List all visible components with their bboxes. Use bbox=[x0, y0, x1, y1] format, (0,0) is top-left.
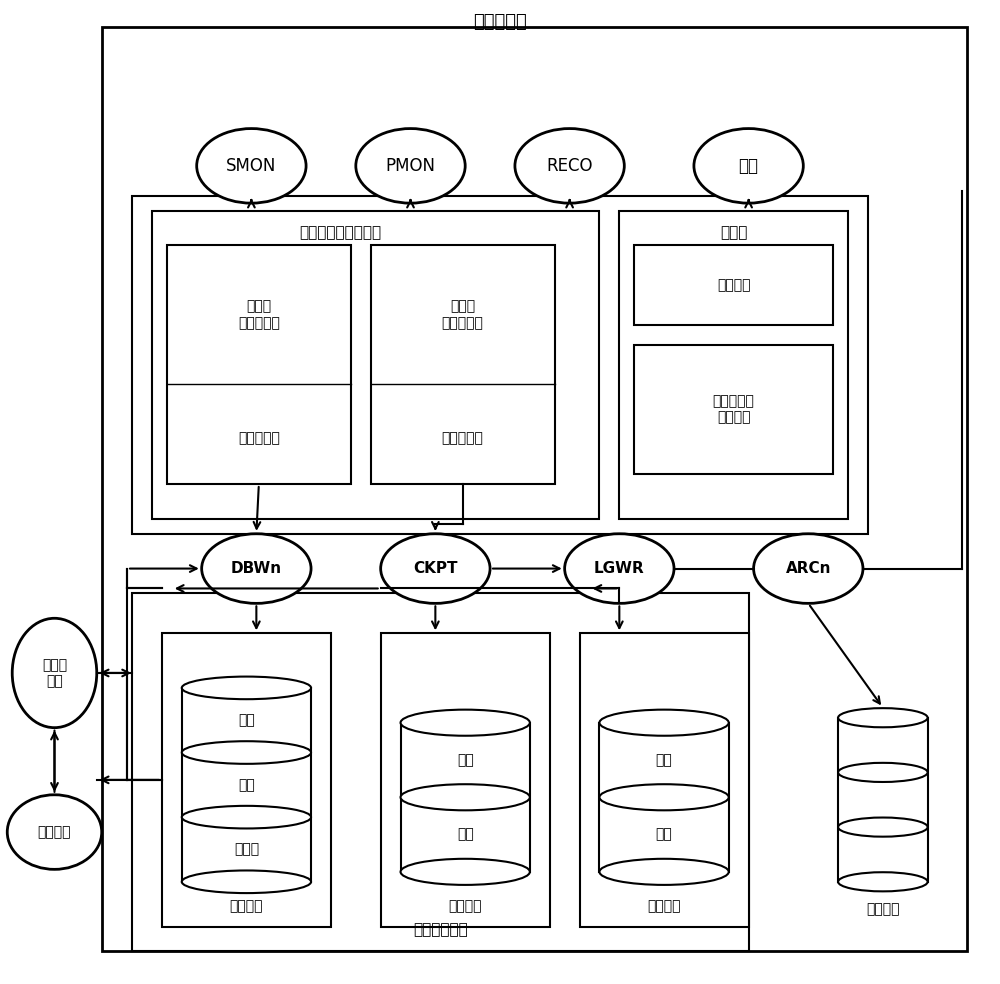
Ellipse shape bbox=[565, 533, 674, 603]
Ellipse shape bbox=[202, 533, 311, 603]
Text: 参数: 参数 bbox=[656, 753, 672, 767]
Text: DBWn: DBWn bbox=[231, 561, 282, 576]
Ellipse shape bbox=[401, 784, 530, 810]
Ellipse shape bbox=[599, 709, 729, 736]
Bar bbox=[162, 633, 331, 927]
Ellipse shape bbox=[838, 872, 928, 892]
Bar bbox=[371, 245, 555, 484]
Text: 读取语句: 读取语句 bbox=[717, 278, 750, 292]
Ellipse shape bbox=[515, 129, 624, 203]
Text: 预调用数据区: 预调用数据区 bbox=[413, 922, 468, 937]
Bar bbox=[102, 27, 967, 952]
Bar bbox=[599, 722, 729, 872]
Ellipse shape bbox=[401, 859, 530, 885]
Text: 库名: 库名 bbox=[457, 753, 474, 767]
Text: 电流: 电流 bbox=[238, 777, 255, 792]
Ellipse shape bbox=[599, 859, 729, 885]
Text: RECO: RECO bbox=[546, 156, 593, 175]
Text: 其他: 其他 bbox=[739, 156, 759, 175]
Bar bbox=[132, 196, 868, 533]
Bar bbox=[619, 211, 848, 519]
Text: 数据储存端: 数据储存端 bbox=[473, 13, 527, 31]
Ellipse shape bbox=[599, 784, 729, 810]
Ellipse shape bbox=[182, 806, 311, 829]
Bar bbox=[634, 245, 833, 325]
Ellipse shape bbox=[356, 129, 465, 203]
Ellipse shape bbox=[381, 533, 490, 603]
Text: 完整的
参数表空间: 完整的 参数表空间 bbox=[442, 299, 484, 330]
Text: 共享池: 共享池 bbox=[720, 225, 747, 240]
Ellipse shape bbox=[838, 763, 928, 782]
Ellipse shape bbox=[838, 708, 928, 727]
Text: LGWR: LGWR bbox=[594, 561, 645, 576]
Text: SMON: SMON bbox=[226, 156, 277, 175]
Text: 参数索引段: 参数索引段 bbox=[442, 432, 484, 446]
Ellipse shape bbox=[694, 129, 803, 203]
Text: 数据文件名
、表说明: 数据文件名 、表说明 bbox=[713, 395, 755, 424]
Bar bbox=[634, 344, 833, 474]
Text: 数据库系统全局操作: 数据库系统全局操作 bbox=[299, 225, 381, 240]
Text: 修改记录: 修改记录 bbox=[647, 899, 681, 914]
Text: CKPT: CKPT bbox=[413, 561, 458, 576]
Ellipse shape bbox=[754, 533, 863, 603]
Ellipse shape bbox=[182, 871, 311, 893]
Ellipse shape bbox=[197, 129, 306, 203]
Bar bbox=[401, 722, 530, 872]
Text: 完整的
数据表空间: 完整的 数据表空间 bbox=[238, 299, 280, 330]
Bar bbox=[580, 633, 749, 927]
Text: 数据索引段: 数据索引段 bbox=[238, 432, 280, 446]
Bar bbox=[838, 717, 928, 882]
Text: 电磁力: 电磁力 bbox=[234, 842, 259, 856]
Ellipse shape bbox=[7, 795, 102, 869]
Ellipse shape bbox=[401, 709, 530, 736]
Text: 转速: 转速 bbox=[238, 713, 255, 727]
Text: PMON: PMON bbox=[386, 156, 436, 175]
Text: 服务器
进程: 服务器 进程 bbox=[42, 658, 67, 688]
Text: 局部数据: 局部数据 bbox=[230, 899, 263, 914]
Bar bbox=[132, 593, 749, 952]
Text: 用户进程: 用户进程 bbox=[38, 825, 71, 839]
Ellipse shape bbox=[182, 677, 311, 700]
Bar bbox=[152, 211, 599, 519]
Text: 控制文件: 控制文件 bbox=[448, 899, 482, 914]
Ellipse shape bbox=[182, 741, 311, 764]
Bar bbox=[182, 688, 311, 882]
Bar bbox=[381, 633, 550, 927]
Text: 镜像: 镜像 bbox=[457, 828, 474, 841]
Ellipse shape bbox=[12, 618, 97, 727]
Text: 数据: 数据 bbox=[656, 828, 672, 841]
Text: 日志备份: 日志备份 bbox=[866, 902, 900, 917]
Text: ARCn: ARCn bbox=[786, 561, 831, 576]
Ellipse shape bbox=[838, 818, 928, 836]
Bar bbox=[167, 245, 351, 484]
